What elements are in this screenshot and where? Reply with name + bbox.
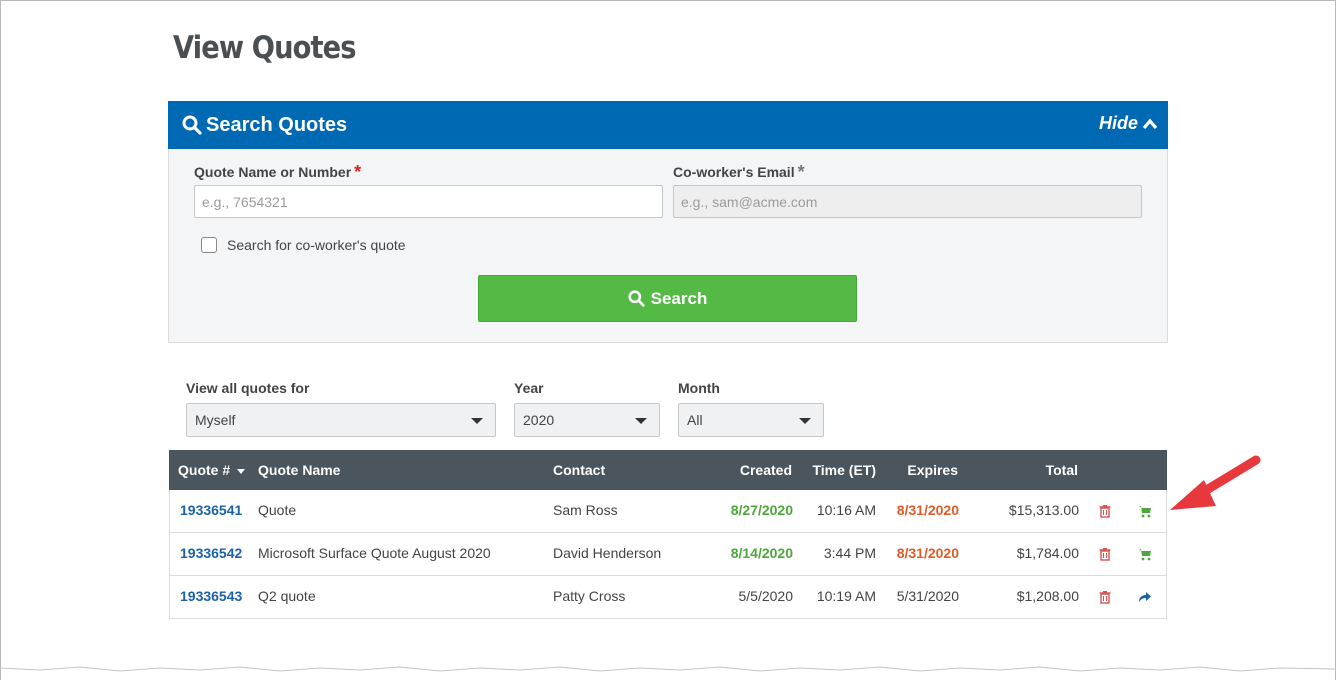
- search-panel-title: Search Quotes: [206, 114, 348, 136]
- coworker-email-label: Co-worker's Email *: [673, 162, 805, 182]
- created-time: 3:44 PM: [823, 545, 876, 561]
- column-quote-name: Quote Name: [258, 462, 341, 478]
- column-total: Total: [1045, 462, 1078, 478]
- coworker-email-input[interactable]: [673, 185, 1142, 218]
- torn-edge: [0, 666, 1336, 672]
- quote-name: Quote: [258, 502, 297, 518]
- created-time: 10:16 AM: [816, 502, 876, 518]
- search-button[interactable]: Search: [478, 275, 857, 322]
- search-button-label: Search: [650, 288, 708, 308]
- year-label: Year: [514, 380, 544, 396]
- page-title: View Quotes: [173, 30, 357, 66]
- search-panel-header: Search Quotes Hide: [168, 101, 1168, 149]
- view-all-select[interactable]: Myself: [186, 403, 496, 437]
- trash-icon[interactable]: [1098, 547, 1112, 561]
- column-expires: Expires: [907, 462, 958, 478]
- hide-toggle[interactable]: Hide: [1099, 113, 1158, 134]
- table-row: 19336542 Microsoft Surface Quote August …: [169, 533, 1167, 576]
- table-row: 19336543 Q2 quote Patty Cross 5/5/2020 1…: [169, 576, 1167, 619]
- red-arrow-icon: [1170, 455, 1261, 510]
- column-contact: Contact: [553, 462, 606, 478]
- month-label: Month: [678, 380, 720, 396]
- created-date: 5/5/2020: [738, 588, 794, 604]
- share-arrow-icon[interactable]: [1138, 590, 1152, 604]
- hide-label: Hide: [1098, 113, 1138, 133]
- quotes-table-header: Quote # Quote Name Contact Created Time …: [169, 450, 1167, 490]
- required-asterisk: *: [797, 162, 805, 182]
- chevron-down-icon: [635, 418, 647, 424]
- created-date: 8/27/2020: [730, 502, 793, 518]
- contact: David Henderson: [553, 545, 662, 561]
- quote-name-label: Quote Name or Number *: [194, 162, 362, 182]
- expires-date: 5/31/2020: [896, 588, 959, 604]
- created-time: 10:19 AM: [816, 588, 876, 604]
- total: $1,208.00: [1016, 588, 1079, 604]
- chevron-down-icon: [471, 418, 483, 424]
- total: $15,313.00: [1008, 502, 1079, 518]
- column-created: Created: [739, 462, 792, 478]
- cart-icon[interactable]: [1138, 504, 1152, 518]
- view-all-label: View all quotes for: [186, 380, 310, 396]
- month-select[interactable]: All: [678, 403, 824, 437]
- sort-down-icon: [237, 469, 246, 474]
- quote-name: Microsoft Surface Quote August 2020: [258, 545, 491, 561]
- chevron-up-icon: [1142, 118, 1158, 129]
- quote-name-input[interactable]: [194, 185, 663, 218]
- coworker-quote-checkbox[interactable]: [201, 237, 217, 253]
- trash-icon[interactable]: [1098, 590, 1112, 604]
- quote-number-link[interactable]: 19336541: [180, 502, 243, 518]
- quote-name: Q2 quote: [258, 588, 316, 604]
- total: $1,784.00: [1016, 545, 1079, 561]
- contact: Sam Ross: [553, 502, 618, 518]
- trash-icon[interactable]: [1098, 504, 1112, 518]
- column-time: Time (ET): [812, 462, 876, 478]
- cart-icon[interactable]: [1138, 547, 1152, 561]
- column-quote-number[interactable]: Quote #: [178, 462, 246, 478]
- year-select[interactable]: 2020: [514, 403, 660, 437]
- quote-number-link[interactable]: 19336543: [180, 588, 243, 604]
- expires-date: 8/31/2020: [896, 545, 959, 561]
- table-row: 19336541 Quote Sam Ross 8/27/2020 10:16 …: [169, 490, 1167, 533]
- search-icon: [628, 290, 645, 307]
- required-asterisk: *: [354, 162, 362, 182]
- quote-number-link[interactable]: 19336542: [180, 545, 243, 561]
- expires-date: 8/31/2020: [896, 502, 959, 518]
- chevron-down-icon: [799, 418, 811, 424]
- coworker-quote-checkbox-label: Search for co-worker's quote: [227, 237, 406, 253]
- created-date: 8/14/2020: [730, 545, 793, 561]
- contact: Patty Cross: [553, 588, 626, 604]
- search-icon: [182, 115, 202, 135]
